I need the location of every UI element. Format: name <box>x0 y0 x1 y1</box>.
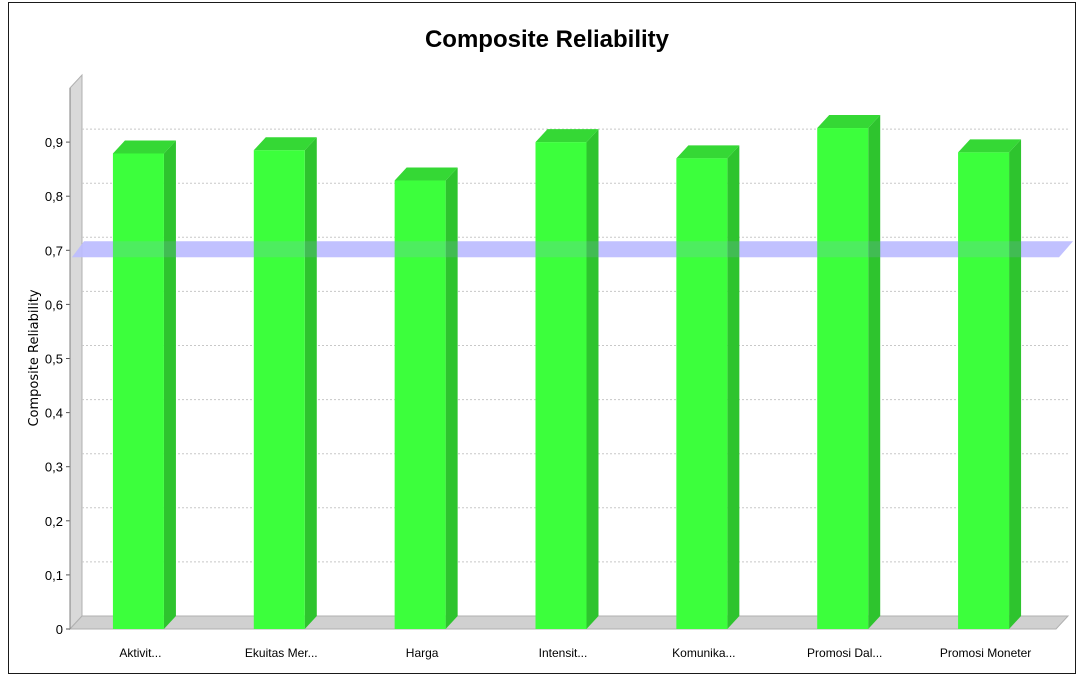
x-tick-label: Komunika... <box>672 646 735 660</box>
bar-side <box>1009 139 1022 629</box>
left-wall <box>69 73 83 631</box>
y-tick-label: 0,1 <box>45 568 63 583</box>
bar <box>112 153 164 629</box>
bar-side <box>868 115 881 629</box>
x-tick-label: Promosi Moneter <box>940 646 1031 660</box>
plot-area: 0 0,1 0,2 0,3 0,4 0,5 0,6 0,7 0,8 0,9 Aktivit... Ek… <box>45 73 1073 660</box>
bar <box>958 152 1010 629</box>
x-tick-label: Promosi Dal... <box>807 646 882 660</box>
bar-top <box>394 167 458 181</box>
x-tick-label: Ekuitas Mer... <box>245 646 318 660</box>
bar <box>676 158 728 629</box>
bar-top <box>958 139 1022 153</box>
x-tick-label: Harga <box>406 646 439 660</box>
reference-line-overlay <box>72 241 1073 258</box>
bar-top <box>817 115 881 129</box>
y-tick-label: 0 <box>56 622 63 637</box>
y-tick-label: 0,9 <box>45 135 63 150</box>
y-tick-label: 0,8 <box>45 189 63 204</box>
bar-top <box>535 129 599 143</box>
bar <box>535 142 587 629</box>
chart-frame: Composite Reliability Composite Reliabil… <box>8 2 1076 674</box>
bar <box>394 180 446 630</box>
bar-side <box>445 167 458 630</box>
x-tick-label: Aktivit... <box>119 646 161 660</box>
bar-side <box>163 140 176 629</box>
y-axis-label: Composite Reliability <box>27 289 42 426</box>
x-tick-label: Intensit... <box>539 646 588 660</box>
y-tick-label: 0,6 <box>45 297 63 312</box>
y-tick-label: 0,5 <box>45 352 63 367</box>
bar-side <box>304 137 317 629</box>
bar-top <box>676 145 740 159</box>
bar <box>817 128 869 629</box>
bar <box>253 150 305 629</box>
bar-side <box>727 145 740 629</box>
bar-top <box>112 140 176 154</box>
composite-reliability-chart: Composite Reliability Composite Reliabil… <box>27 26 1073 660</box>
bar-top <box>253 137 317 151</box>
y-tick-label: 0,3 <box>45 460 63 475</box>
y-tick-label: 0,2 <box>45 514 63 529</box>
bar-side <box>586 129 599 629</box>
y-tick-label: 0,4 <box>45 406 63 421</box>
chart-title: Composite Reliability <box>425 26 670 53</box>
y-tick-label: 0,7 <box>45 243 63 258</box>
